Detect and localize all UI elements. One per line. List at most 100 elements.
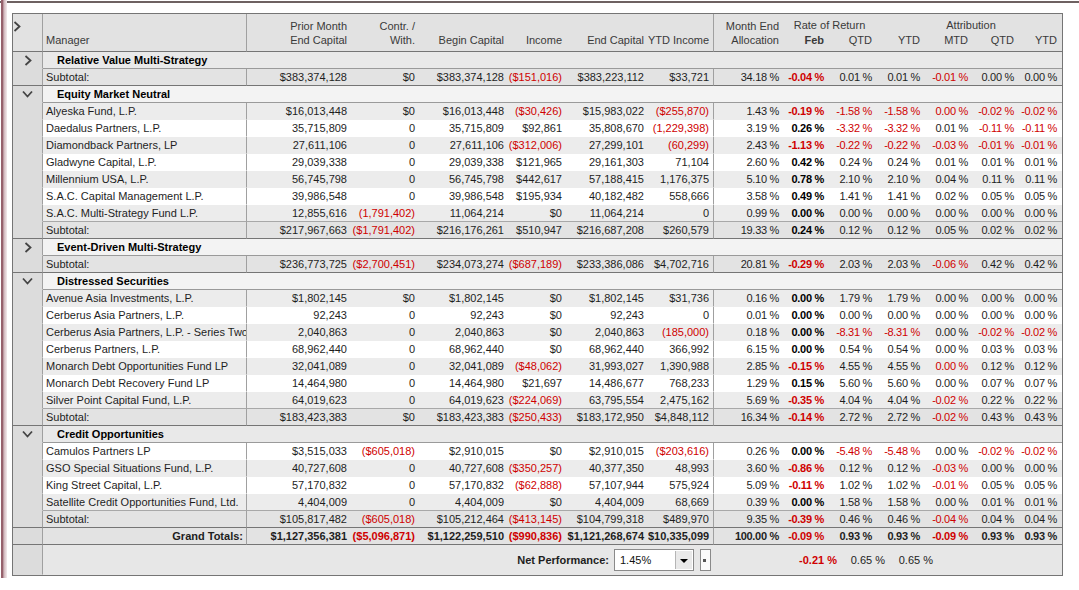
collapse-group-chevron[interactable] (13, 86, 43, 103)
expand-group-chevron[interactable] (13, 52, 43, 69)
cell: -0.09 % (783, 528, 828, 545)
cell: ($312,006) (508, 137, 566, 154)
cell: -0.02 % (1018, 443, 1062, 460)
grand-totals-label: Grand Totals: (43, 528, 247, 545)
cell: $1,802,145 (247, 290, 351, 307)
cell: 0.01 % (828, 69, 876, 86)
fund-row[interactable]: Daedalus Partners, L.P.35,715,809035,715… (13, 120, 1062, 137)
cell: 0.05 % (972, 477, 1018, 494)
cell: ($224,069) (508, 392, 566, 409)
group-header-row[interactable]: Relative Value Multi-Strategy (13, 52, 1062, 69)
expand-group-chevron[interactable] (13, 239, 43, 256)
cell: $0 (508, 307, 566, 324)
cell: -0.03 % (924, 137, 972, 154)
cell: 0 (351, 324, 419, 341)
cell: 0.39 % (714, 494, 783, 511)
collapse-all-chevron[interactable] (13, 14, 43, 52)
collapse-group-chevron[interactable] (13, 273, 43, 290)
cell: 27,611,106 (419, 137, 508, 154)
cell: 35,715,809 (247, 120, 351, 137)
fund-name: Camulos Partners LP (43, 443, 247, 460)
fund-name: GSO Special Situations Fund, L.P. (43, 460, 247, 477)
fund-row[interactable]: Monarch Debt Opportunities Fund LP32,041… (13, 358, 1062, 375)
cell: $383,223,112 (566, 69, 648, 86)
fund-row[interactable]: Monarch Debt Recovery Fund LP14,464,9800… (13, 375, 1062, 392)
cell: ($413,145) (508, 511, 566, 528)
row-indicator-cell (13, 443, 43, 460)
row-indicator-cell (13, 494, 43, 511)
fund-row[interactable]: Cerberus Asia Partners, L.P. - Series Tw… (13, 324, 1062, 341)
cell: 0.00 % (1018, 205, 1062, 222)
cell: 0.00 % (783, 205, 828, 222)
cell: 0.42 % (1018, 256, 1062, 273)
cell: -1.13 % (783, 137, 828, 154)
collapse-group-chevron[interactable] (13, 426, 43, 443)
fund-row[interactable]: King Street Capital, L.P.57,170,832057,1… (13, 477, 1062, 494)
cell: 1.02 % (828, 477, 876, 494)
cell: 0.11 % (1018, 171, 1062, 188)
fund-row[interactable]: Millennium USA, L.P.56,745,798056,745,79… (13, 171, 1062, 188)
group-header-attribution: Attribution (924, 19, 1018, 31)
cell: -0.02 % (924, 409, 972, 426)
fund-row[interactable]: S.A.C. Capital Management L.P.39,986,548… (13, 188, 1062, 205)
cell: 0.93 % (828, 528, 876, 545)
chevron-down-icon (22, 90, 33, 98)
fund-row[interactable]: Cerberus Asia Partners, L.P.92,243092,24… (13, 307, 1062, 324)
fund-row[interactable]: Camulos Partners LP$3,515,033($605,018)$… (13, 443, 1062, 460)
fund-name: Alyeska Fund, L.P. (43, 103, 247, 120)
cell: 1.79 % (876, 290, 924, 307)
row-indicator-cell (13, 528, 43, 545)
cell: 0.03 % (972, 341, 1018, 358)
col-header-contr-with: Contr. /With. (351, 14, 419, 52)
group-header-row[interactable]: Equity Market Neutral (13, 86, 1062, 103)
cell: 5.10 % (714, 171, 783, 188)
group-header-row[interactable]: Event-Driven Multi-Strategy (13, 239, 1062, 256)
row-indicator-cell (13, 120, 43, 137)
fund-row[interactable]: Silver Point Capital Fund, L.P.64,019,62… (13, 392, 1062, 409)
fund-row[interactable]: S.A.C. Multi-Strategy Fund L.P.12,855,61… (13, 205, 1062, 222)
cell: 0.01 % (924, 154, 972, 171)
cell: 0.00 % (876, 307, 924, 324)
col-header-manager: Manager (43, 14, 247, 52)
cell: -0.01 % (924, 477, 972, 494)
cell: $260,579 (648, 222, 714, 239)
cell: 0.00 % (1018, 460, 1062, 477)
fund-row[interactable]: Alyeska Fund, L.P.$16,013,448$0$16,013,4… (13, 103, 1062, 120)
fund-row[interactable]: Gladwyne Capital, L.P.29,039,338029,039,… (13, 154, 1062, 171)
cell: 2.72 % (828, 409, 876, 426)
cell: $1,122,259,510 (419, 528, 508, 545)
dropdown-side-handle[interactable] (700, 549, 711, 571)
fund-row[interactable]: Cerberus Partners, L.P.68,962,440068,962… (13, 341, 1062, 358)
fund-name: King Street Capital, L.P. (43, 477, 247, 494)
cell: 0.11 % (972, 171, 1018, 188)
cell: ($605,018) (351, 511, 419, 528)
row-indicator-cell (13, 256, 43, 273)
cell: 1.79 % (828, 290, 876, 307)
cell: $2,910,015 (566, 443, 648, 460)
cell: 0.00 % (924, 290, 972, 307)
row-indicator-cell (13, 341, 43, 358)
net-performance-dropdown[interactable]: 1.45% (614, 549, 694, 571)
cell: 0.01 % (972, 154, 1018, 171)
cell: $1,802,145 (566, 290, 648, 307)
cell: 0.00 % (783, 341, 828, 358)
subtotal-row: Subtotal:$217,967,663($1,791,402)$216,17… (13, 222, 1062, 239)
dropdown-button[interactable] (675, 551, 692, 569)
cell: 0.12 % (828, 222, 876, 239)
fund-row[interactable]: Avenue Asia Investments, L.P.$1,802,145$… (13, 290, 1062, 307)
fund-row[interactable]: GSO Special Situations Fund, L.P.40,727,… (13, 460, 1062, 477)
group-header-row[interactable]: Distressed Securities (13, 273, 1062, 290)
fund-row[interactable]: Diamondback Partners, LP27,611,106027,61… (13, 137, 1062, 154)
fund-row[interactable]: Satellite Credit Opportunities Fund, Ltd… (13, 494, 1062, 511)
cell: 0 (351, 477, 419, 494)
group-header-row[interactable]: Credit Opportunities (13, 426, 1062, 443)
col-header-end-capital: End Capital (566, 14, 648, 52)
cell: -0.35 % (783, 392, 828, 409)
cell: 0.22 % (1018, 392, 1062, 409)
cell: ($151,016) (508, 69, 566, 86)
cell: 64,019,623 (247, 392, 351, 409)
cell: 0.01 % (1018, 154, 1062, 171)
cell: 4.55 % (876, 358, 924, 375)
cell: -8.31 % (876, 324, 924, 341)
cell: $10,335,099 (648, 528, 714, 545)
